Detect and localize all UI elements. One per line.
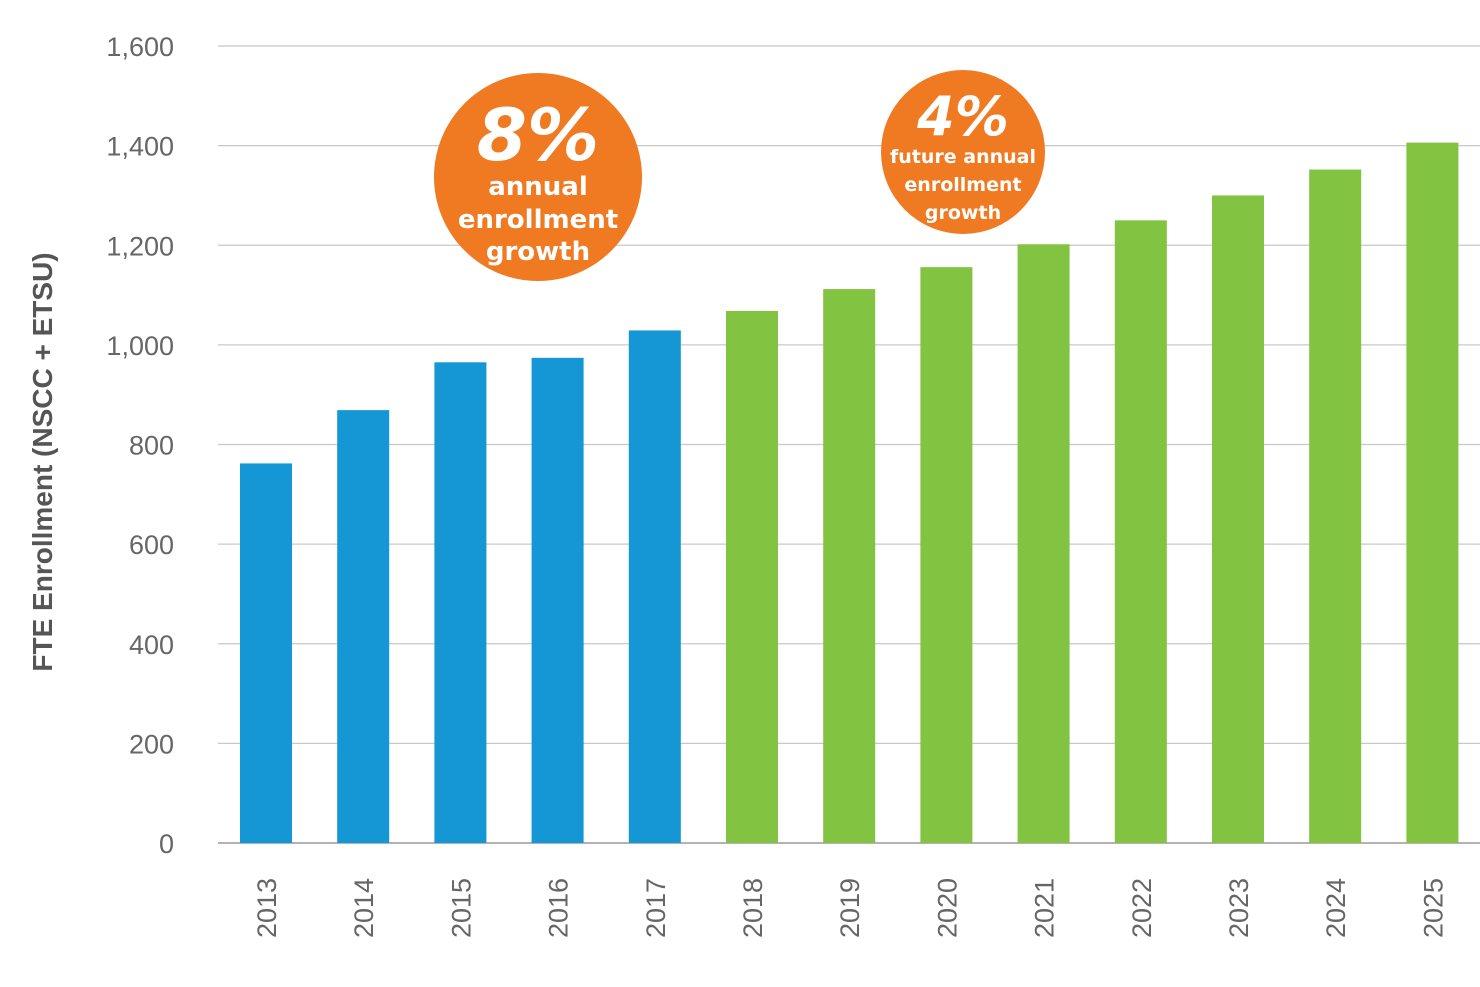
x-tick-label: 2017 — [641, 878, 671, 938]
bar-2024 — [1309, 169, 1362, 843]
x-tick-label: 2024 — [1321, 878, 1351, 938]
y-tick-label: 0 — [159, 829, 174, 859]
x-tick-label: 2018 — [738, 878, 768, 938]
callout-8-percent: 8% annual enrollment growth — [434, 73, 642, 281]
callout-4-percent-circle — [881, 70, 1045, 234]
bar-2013 — [240, 463, 292, 843]
callout-8-percent-line2: enrollment — [458, 205, 618, 235]
bar-2016 — [531, 357, 584, 843]
x-tick-label: 2022 — [1127, 878, 1157, 938]
y-tick-label: 400 — [129, 630, 174, 660]
bar-2017 — [628, 330, 681, 843]
x-axis-ticks: 2013 2014 2015 2016 2017 2018 2019 2020 2021 2022… — [252, 878, 1448, 938]
callout-4-percent-line2: enrollment — [904, 174, 1021, 196]
bars — [240, 142, 1459, 844]
y-tick-label: 600 — [129, 530, 174, 560]
callout-8-percent-value: 8% — [477, 93, 599, 177]
y-axis-ticks: 0 200 400 600 800 1,000 1,200 1,400 1,600 — [106, 32, 174, 859]
bar-2014 — [337, 410, 390, 843]
y-tick-label: 1,200 — [106, 231, 174, 261]
bar-2015 — [434, 362, 487, 843]
y-tick-label: 1,000 — [106, 331, 174, 361]
callout-4-percent-value: 4% — [916, 85, 1009, 148]
callout-8-percent-line3: growth — [486, 237, 590, 267]
callout-4-percent: 4% future annual enrollment growth — [881, 70, 1045, 234]
y-tick-label: 1,400 — [106, 132, 174, 162]
bar-2019 — [823, 289, 876, 844]
x-tick-label: 2020 — [932, 878, 962, 938]
bar-2025 — [1406, 142, 1459, 844]
y-tick-label: 800 — [129, 431, 174, 461]
x-tick-label: 2016 — [544, 878, 574, 938]
bar-2018 — [726, 311, 778, 843]
callout-8-percent-line1: annual — [488, 172, 588, 202]
callout-4-percent-line1: future annual — [890, 146, 1036, 168]
callout-8-percent-circle — [434, 73, 642, 281]
x-tick-label: 2021 — [1030, 878, 1060, 938]
bar-2023 — [1212, 195, 1264, 843]
x-tick-label: 2023 — [1224, 878, 1254, 938]
x-tick-label: 2025 — [1418, 878, 1448, 938]
x-tick-label: 2013 — [252, 878, 282, 938]
x-tick-label: 2014 — [349, 878, 379, 938]
bar-2022 — [1114, 220, 1167, 843]
bar-2020 — [920, 267, 973, 844]
callout-4-percent-line3: growth — [925, 202, 1001, 224]
bar-2021 — [1017, 244, 1070, 843]
x-tick-label: 2015 — [446, 878, 476, 938]
y-tick-label: 200 — [129, 729, 174, 759]
x-tick-label: 2019 — [835, 878, 865, 938]
y-tick-label: 1,600 — [106, 32, 174, 62]
y-axis-title: FTE Enrollment (NSCC + ETSU) — [27, 252, 58, 671]
